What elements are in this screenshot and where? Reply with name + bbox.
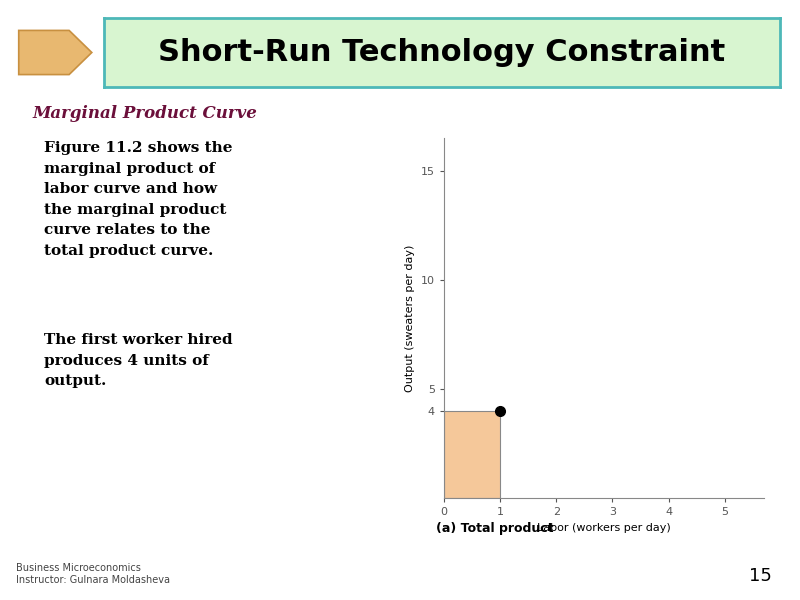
Bar — [444, 411, 500, 498]
X-axis label: Labor (workers per day): Labor (workers per day) — [537, 523, 671, 533]
Y-axis label: Output (sweaters per day): Output (sweaters per day) — [406, 244, 415, 392]
Polygon shape — [18, 31, 92, 74]
Text: 15: 15 — [749, 567, 772, 585]
Text: Business Microeconomics
Instructor: Gulnara Moldasheva: Business Microeconomics Instructor: Guln… — [16, 563, 170, 585]
Text: Figure 11.2 shows the
marginal product of
labor curve and how
the marginal produ: Figure 11.2 shows the marginal product o… — [44, 141, 233, 258]
Text: The first worker hired
produces 4 units of
output.: The first worker hired produces 4 units … — [44, 333, 233, 388]
Text: (a) Total product: (a) Total product — [436, 522, 554, 535]
Text: Short-Run Technology Constraint: Short-Run Technology Constraint — [158, 38, 726, 67]
Text: Marginal Product Curve: Marginal Product Curve — [32, 105, 257, 122]
